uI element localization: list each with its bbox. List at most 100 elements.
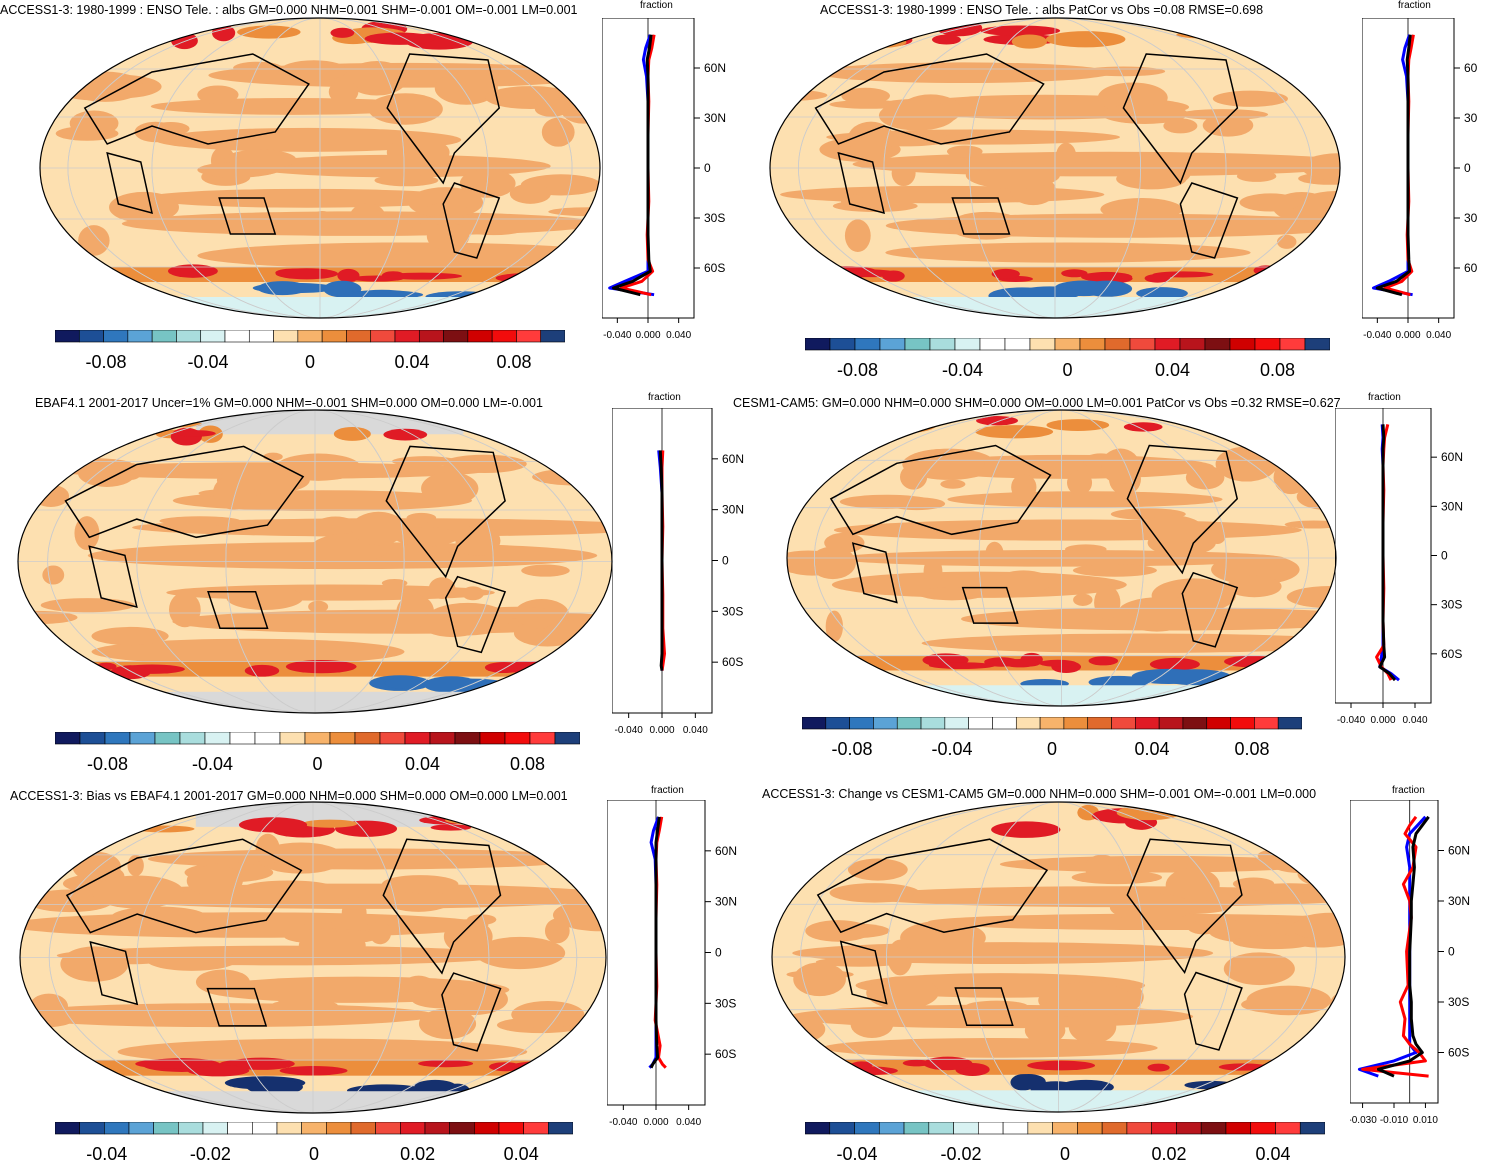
colorbar-bin	[128, 330, 152, 342]
anomaly-patch	[1110, 893, 1194, 921]
anomaly-patch	[278, 983, 297, 1016]
anomaly-patch	[542, 118, 575, 147]
profile-frame	[1350, 800, 1438, 1103]
colorbar-tick-label: -0.04	[86, 1144, 127, 1164]
y-tick-label: 60N	[704, 61, 726, 75]
colorbar-tick-label: 0	[1062, 360, 1072, 380]
colorbar-tick-label: 0.08	[496, 352, 531, 372]
colorbar-bin	[955, 338, 980, 350]
colorbar-tick-label: -0.02	[190, 1144, 231, 1164]
colorbar-bin	[1183, 717, 1207, 729]
anomaly-patch	[226, 586, 303, 610]
colorbar-bin	[1226, 1122, 1251, 1134]
anomaly-patch	[892, 160, 916, 186]
anomaly-patch	[276, 454, 361, 481]
colorbar-bin	[405, 732, 430, 744]
profile-xlabel: fraction	[651, 785, 684, 796]
colorbar-bin	[516, 330, 540, 342]
southern-anomaly	[18, 1057, 51, 1070]
anomaly-patch	[768, 58, 818, 92]
anomaly-patch	[947, 146, 983, 158]
anomaly-patch	[263, 453, 283, 461]
colorbar-bin	[880, 338, 905, 350]
map-panel	[770, 800, 1347, 1114]
x-tick-label: -0.040	[1363, 330, 1392, 341]
colorbar-bin	[830, 338, 855, 350]
anomaly-patch	[382, 875, 458, 893]
southern-anomaly	[1150, 658, 1200, 671]
anomaly-patch	[169, 592, 201, 627]
arctic-anomaly	[302, 820, 357, 828]
x-tick-label: 0.040	[683, 725, 708, 736]
y-tick-label: 0	[715, 946, 722, 960]
colorbar-bin	[376, 1122, 401, 1134]
y-tick-label: 30N	[715, 895, 737, 909]
colorbar-bin	[178, 1122, 203, 1134]
southern-anomaly	[280, 1066, 348, 1075]
y-tick-label: 60S	[704, 261, 725, 275]
anomaly-patch	[109, 192, 179, 223]
colorbar-tick-label: 0.04	[1255, 1144, 1290, 1164]
southern-anomaly	[245, 665, 280, 677]
colorbar-bin	[1135, 717, 1159, 729]
arctic-anomaly	[1012, 34, 1047, 48]
map-panel	[768, 16, 1342, 320]
southern-anomaly	[903, 1060, 930, 1067]
colorbar-bin	[1231, 717, 1255, 729]
colorbar-bin	[346, 330, 370, 342]
colorbar-bin	[371, 330, 395, 342]
negative-anomaly	[1160, 669, 1232, 685]
anomaly-patch	[1281, 60, 1311, 75]
y-tick-label: 60S	[715, 1047, 736, 1061]
anomaly-band	[816, 62, 1112, 83]
colorbar-bin	[1102, 1122, 1127, 1134]
southern-anomaly	[1280, 274, 1332, 280]
colorbar-tick-label: -0.08	[831, 739, 872, 759]
colorbar-tick-label: 0	[305, 352, 315, 372]
colorbar-bin	[1176, 1122, 1201, 1134]
colorbar-tick-label: 0.02	[400, 1144, 435, 1164]
y-tick-label: 0	[722, 554, 729, 568]
y-tick-label: 30N	[704, 111, 726, 125]
colorbar-bin	[225, 330, 249, 342]
arctic-anomaly	[850, 423, 921, 435]
arctic-anomaly	[1228, 809, 1264, 817]
colorbar-bin	[455, 732, 480, 744]
southern-anomaly	[1039, 660, 1077, 667]
colorbar-tick-label: -0.08	[85, 352, 126, 372]
x-tick-label: -0.040	[1337, 715, 1366, 726]
anomaly-patch	[91, 876, 183, 909]
colorbar-tick-label: 0.04	[405, 754, 440, 774]
y-tick-label: 60S	[1441, 647, 1462, 661]
x-tick-label: 0.040	[1426, 330, 1451, 341]
anomaly-patch	[1213, 91, 1288, 107]
colorbar-bin	[176, 330, 200, 342]
anomaly-patch	[1094, 586, 1120, 620]
anomaly-patch	[386, 890, 451, 912]
colorbar-bin	[1300, 1122, 1325, 1134]
colorbar-bin	[249, 330, 273, 342]
x-tick-label: -0.040	[609, 1117, 638, 1128]
anomaly-patch	[196, 970, 250, 995]
colorbar-bin	[805, 338, 830, 350]
colorbar-tick-label: 0.04	[1155, 360, 1190, 380]
arctic-anomaly	[334, 427, 371, 441]
anomaly-band	[197, 242, 602, 268]
anomaly-patch	[924, 557, 943, 587]
colorbar-bin	[1077, 1122, 1102, 1134]
southern-anomaly	[1027, 1061, 1095, 1071]
anomaly-patch	[33, 485, 70, 507]
southern-anomaly	[496, 273, 569, 283]
colorbar-bin	[203, 1122, 228, 1134]
anomaly-patch	[1265, 845, 1338, 873]
y-tick-label: 0	[1441, 549, 1448, 563]
southern-anomaly	[1081, 272, 1132, 282]
colorbar-bin	[1040, 717, 1064, 729]
x-tick-label: 0.000	[649, 725, 674, 736]
southern-anomaly	[485, 664, 537, 672]
